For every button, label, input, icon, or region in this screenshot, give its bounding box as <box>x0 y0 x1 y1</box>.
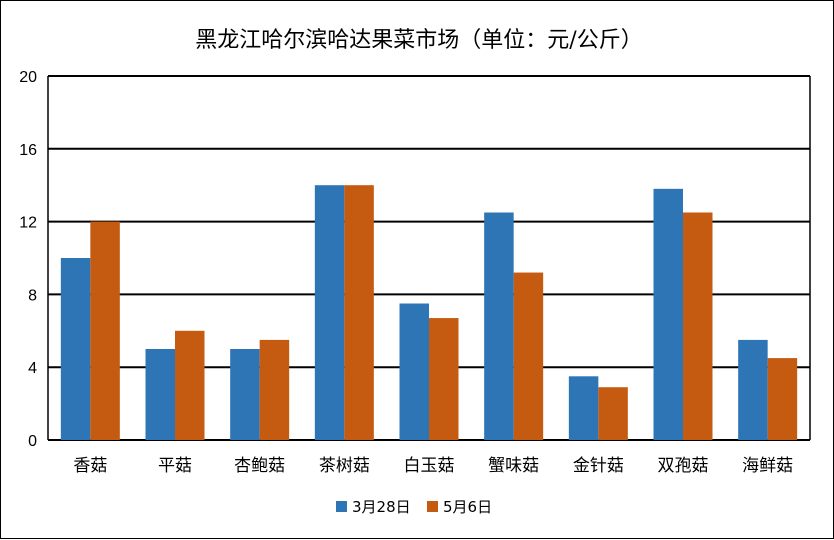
bar-series2 <box>344 185 374 440</box>
bar-series2 <box>90 221 120 440</box>
y-tick-label: 4 <box>28 360 37 377</box>
legend-label: 5月6日 <box>443 498 492 516</box>
bar-series1 <box>653 188 683 440</box>
x-axis-labels: 香菇 平菇 杏鲍菇 茶树菇 白玉菇 蟹味菇 金针菇 双孢菇 海鲜菇 <box>73 456 793 476</box>
legend: 3月28日 5月6日 <box>336 498 492 516</box>
y-axis-ticks: 0 4 8 12 16 20 <box>19 69 37 450</box>
bar-series2 <box>429 318 459 440</box>
bar-series2 <box>259 339 290 440</box>
x-tick-label: 白玉菇 <box>404 456 455 476</box>
bar-series1 <box>399 303 429 440</box>
y-tick-label: 16 <box>19 142 37 159</box>
bar-series1 <box>230 349 260 440</box>
x-tick-label: 金针菇 <box>573 456 624 476</box>
bar-series1 <box>568 376 599 440</box>
bar-series2 <box>513 272 544 440</box>
x-tick-label: 香菇 <box>73 456 107 476</box>
bar-series1 <box>145 349 175 440</box>
y-tick-label: 8 <box>28 287 37 304</box>
y-tick-label: 0 <box>28 433 37 450</box>
bar-series2 <box>767 358 798 440</box>
bar-series1 <box>738 339 768 440</box>
bar-series1 <box>484 212 514 440</box>
legend-label: 3月28日 <box>352 498 411 516</box>
bars <box>60 185 798 440</box>
bar-series2 <box>175 330 205 440</box>
x-tick-label: 茶树菇 <box>319 456 370 476</box>
x-tick-label: 平菇 <box>158 456 192 476</box>
x-tick-label: 双孢菇 <box>658 456 709 476</box>
chart-title: 黑龙江哈尔滨哈达果菜市场（单位：元/公斤） <box>195 28 642 53</box>
bar-series2 <box>598 387 628 440</box>
y-tick-label: 12 <box>19 215 37 232</box>
legend-swatch <box>336 501 347 512</box>
bar-series1 <box>60 258 91 440</box>
x-tick-label: 海鲜菇 <box>742 456 793 476</box>
bar-series2 <box>683 212 713 440</box>
legend-swatch <box>427 501 438 512</box>
bar-series1 <box>314 185 345 440</box>
y-tick-label: 20 <box>19 69 37 86</box>
x-tick-label: 蟹味菇 <box>488 456 539 476</box>
x-tick-label: 杏鲍菇 <box>234 456 285 476</box>
